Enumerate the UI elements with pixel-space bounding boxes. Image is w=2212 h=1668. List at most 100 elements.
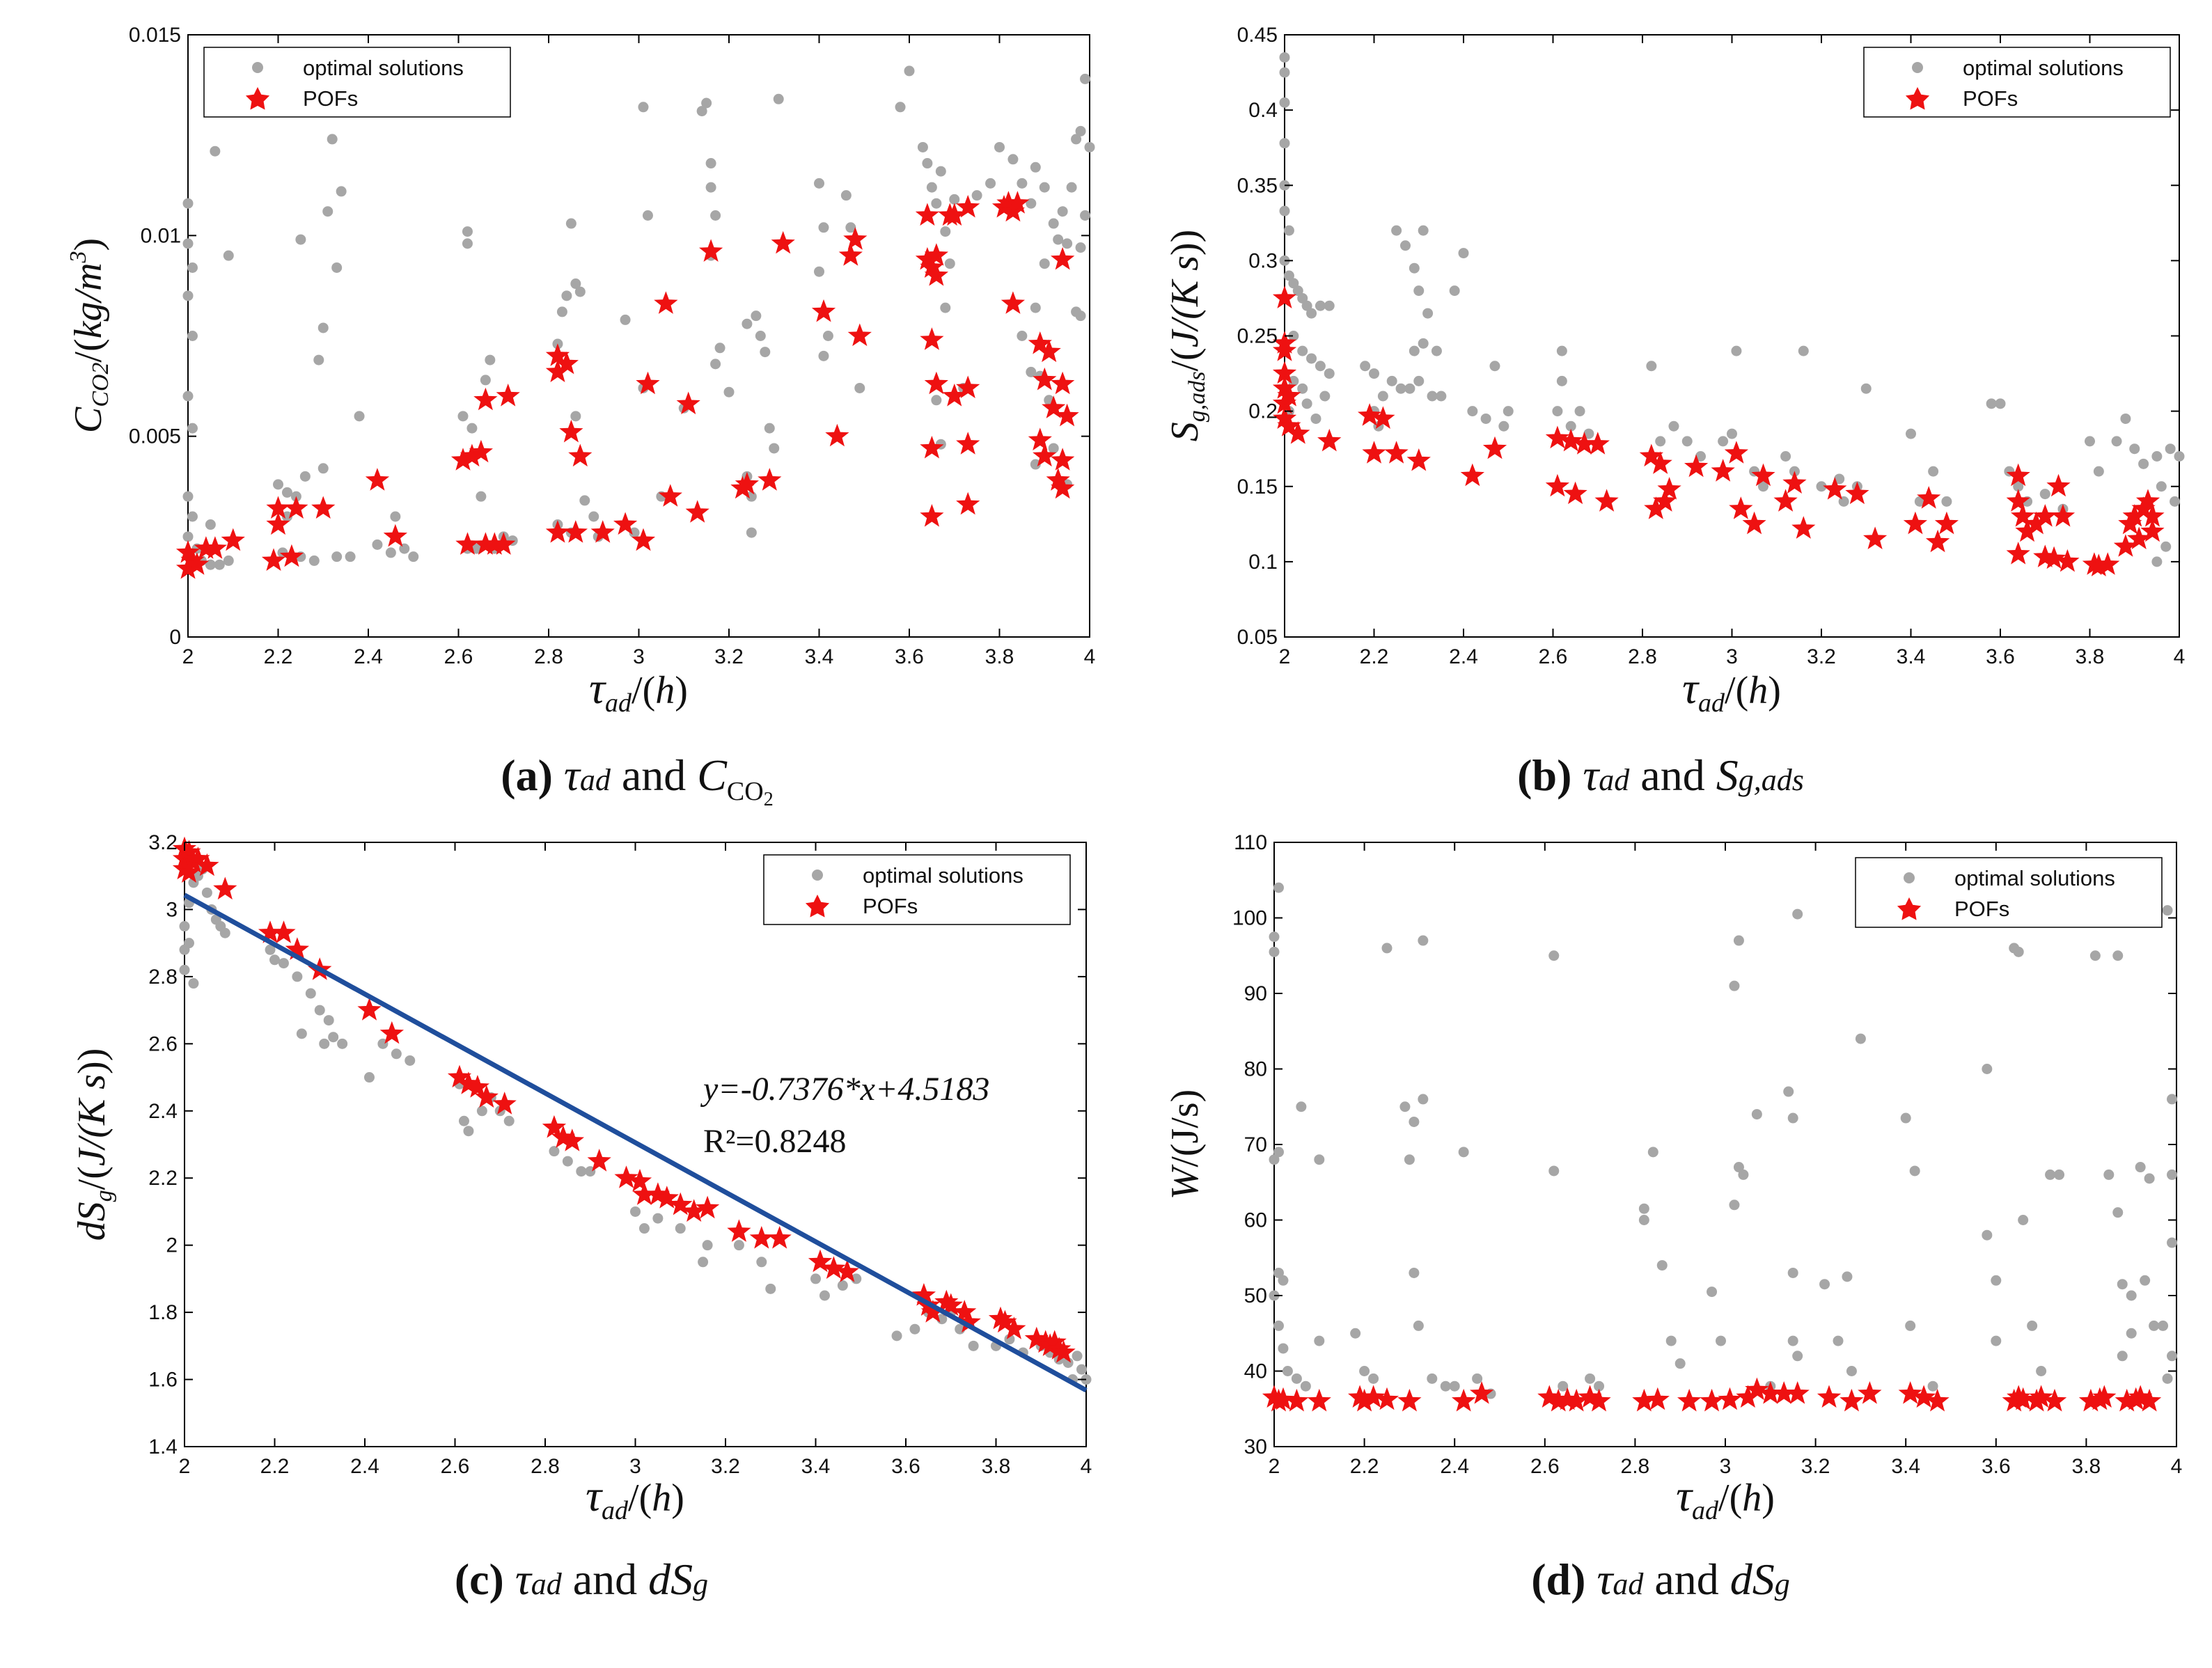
pof-star-point xyxy=(194,536,218,559)
x-tick-label: 2 xyxy=(1269,1455,1280,1478)
optimal-solution-point xyxy=(2149,1320,2160,1331)
optimal-solution-point xyxy=(299,471,311,482)
optimal-solution-point xyxy=(1324,368,1335,379)
optimal-solution-point xyxy=(1729,980,1740,991)
pof-star-point xyxy=(2050,504,2076,527)
x-tick-label: 3.8 xyxy=(982,1455,1011,1478)
optimal-solution-point xyxy=(1638,1203,1649,1214)
optimal-solution-point xyxy=(1300,1380,1311,1392)
y-axis-label-d: W/(J/s) xyxy=(1163,1089,1207,1200)
optimal-solution-point xyxy=(630,1206,641,1217)
optimal-solution-point xyxy=(1646,361,1657,372)
optimal-solution-point xyxy=(2117,1351,2128,1362)
y-tick-label: 0.1 xyxy=(1248,551,1278,574)
regression-equation: y=-0.7376*x+4.5183 xyxy=(700,1071,989,1108)
pof-star-point xyxy=(1545,425,1569,449)
x-tick-label: 3.2 xyxy=(714,645,744,668)
y-tick-label: 0.35 xyxy=(1237,174,1278,197)
optimal-solution-point xyxy=(337,1038,348,1049)
optimal-solution-point xyxy=(985,178,996,189)
optimal-solution-point xyxy=(642,210,653,221)
optimal-solution-point xyxy=(1030,459,1041,470)
pof-star-point xyxy=(808,1249,833,1273)
y-tick-label: 0.01 xyxy=(141,224,181,247)
pof-star-point xyxy=(1028,427,1052,450)
optimal-solution-point xyxy=(314,1005,325,1016)
regression-r2: R²=0.8248 xyxy=(703,1123,846,1160)
optimal-solution-point xyxy=(1787,1267,1798,1278)
pof-star-point xyxy=(1051,246,1075,270)
optimal-solution-point xyxy=(917,141,928,152)
y-tick-label: 90 xyxy=(1244,982,1267,1005)
pof-star-point xyxy=(1729,496,1753,519)
pof-star-point xyxy=(2015,519,2039,542)
x-axis-label-b: τad/(h) xyxy=(1682,663,1781,718)
optimal-solution-point xyxy=(1314,1335,1325,1346)
optimal-solution-point xyxy=(705,158,716,169)
optimal-solution-point xyxy=(710,359,721,370)
legend-pof-marker-c xyxy=(805,895,830,918)
pof-star-point xyxy=(279,544,304,567)
pof-star-point xyxy=(1272,361,1297,384)
y-tick-label: 70 xyxy=(1244,1133,1267,1156)
optimal-solution-point xyxy=(1288,375,1299,386)
pof-star-point xyxy=(957,1309,981,1333)
optimal-solution-point xyxy=(1306,353,1317,364)
pof-star-point xyxy=(631,528,656,551)
y-tick-label: 110 xyxy=(1234,831,1267,854)
pof-star-point xyxy=(2033,504,2057,527)
optimal-solution-point xyxy=(182,391,194,402)
optimal-solution-point xyxy=(570,278,581,290)
pof-star-point xyxy=(614,1165,638,1188)
optimal-solution-point xyxy=(1449,285,1460,297)
optimal-solution-point xyxy=(1324,300,1335,311)
pof-star-point xyxy=(1751,463,1775,487)
pof-star-point xyxy=(545,520,570,543)
optimal-solution-point xyxy=(773,93,784,104)
optimal-solution-point xyxy=(1668,420,1679,432)
pof-star-point xyxy=(1823,477,1847,500)
optimal-solution-point xyxy=(210,145,221,157)
x-tick-label: 2.4 xyxy=(350,1455,379,1478)
x-axis-label-a: τad/(h) xyxy=(589,663,688,718)
pof-star-point xyxy=(465,1075,489,1098)
optimal-solution-point xyxy=(561,290,572,301)
x-tick-label: 2.8 xyxy=(534,645,563,668)
x-tick-label: 2.8 xyxy=(1628,645,1657,668)
optimal-solution-point xyxy=(1757,481,1768,492)
pof-star-point xyxy=(682,1199,706,1222)
optimal-solution-point xyxy=(1489,361,1500,372)
optimal-solution-point xyxy=(1360,361,1371,372)
optimal-solution-point xyxy=(317,322,329,333)
optimal-solution-point xyxy=(205,559,216,570)
optimal-solution-point xyxy=(926,182,937,193)
optimal-solution-point xyxy=(1297,383,1308,394)
pof-star-point xyxy=(835,1259,859,1282)
optimal-solution-point xyxy=(1681,436,1693,447)
pof-star-point xyxy=(942,203,966,226)
optimal-solution-point xyxy=(1368,1373,1379,1384)
optimal-solution-point xyxy=(2174,451,2185,462)
optimal-solution-point xyxy=(922,158,933,169)
legend-c: optimal solutions POFs xyxy=(763,854,1071,925)
pof-star-point xyxy=(2011,1387,2035,1410)
optimal-solution-point xyxy=(733,1240,744,1251)
pof-star-point xyxy=(213,876,237,900)
plot-area-d xyxy=(1273,842,2177,1447)
pof-star-point xyxy=(1785,1381,1810,1404)
optimal-solution-point xyxy=(1269,1154,1280,1165)
pof-star-point xyxy=(2115,1388,2139,1412)
optimal-solution-point xyxy=(1062,1357,1074,1368)
pof-star-point xyxy=(1002,1316,1026,1339)
pof-star-point xyxy=(1772,1381,1796,1404)
optimal-solution-point xyxy=(764,423,775,434)
pof-star-point xyxy=(2140,504,2165,527)
legend-optimal-label-d: optimal solutions xyxy=(1954,866,2115,890)
optimal-solution-point xyxy=(2167,1351,2178,1362)
y-tick-label: 30 xyxy=(1244,1435,1267,1458)
pof-star-point xyxy=(1845,481,1869,505)
optimal-solution-point xyxy=(1928,466,1939,477)
optimal-solution-point xyxy=(1072,1351,1083,1362)
optimal-solution-point xyxy=(1080,210,1091,221)
pof-star-point xyxy=(1452,1388,1476,1412)
